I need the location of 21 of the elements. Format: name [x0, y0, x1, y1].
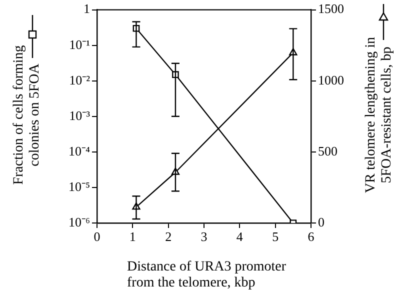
y-tick-label: 10⁻³	[69, 108, 90, 123]
y-tick-label: 1	[84, 1, 90, 16]
x-tick-label: 3	[200, 229, 208, 244]
y-tick-label: 10⁻⁴	[68, 143, 90, 158]
x-axis-title: Distance of URA3 promoter from the telomere, kbp	[127, 260, 286, 291]
y2-tick-label: 500	[318, 143, 338, 158]
x-tick-label: 5	[272, 229, 279, 244]
x-tick-label: 0	[94, 229, 100, 244]
x-tick-label: 4	[236, 229, 244, 244]
y-tick-label: 10⁻⁶	[68, 214, 90, 230]
x-tick-label: 1	[129, 229, 136, 244]
x-tick-label: 2	[165, 229, 172, 244]
x-tick-label: 6	[308, 229, 315, 244]
y2-tick-label: 0	[318, 214, 324, 230]
y-axis-title: Fraction of cells forming colonies on 5FOA	[12, 45, 43, 185]
y2-tick-label: 1500	[318, 1, 344, 16]
y-tick-label: 10⁻⁵	[68, 178, 90, 194]
y2-tick-label: 1000	[318, 72, 344, 88]
y2-axis-title: VR telomere lengthening in 5FOA-resistant cells, bp	[364, 37, 395, 193]
y-tick-label: 10⁻²	[69, 72, 90, 88]
y-tick-label: 10⁻¹	[69, 36, 90, 52]
